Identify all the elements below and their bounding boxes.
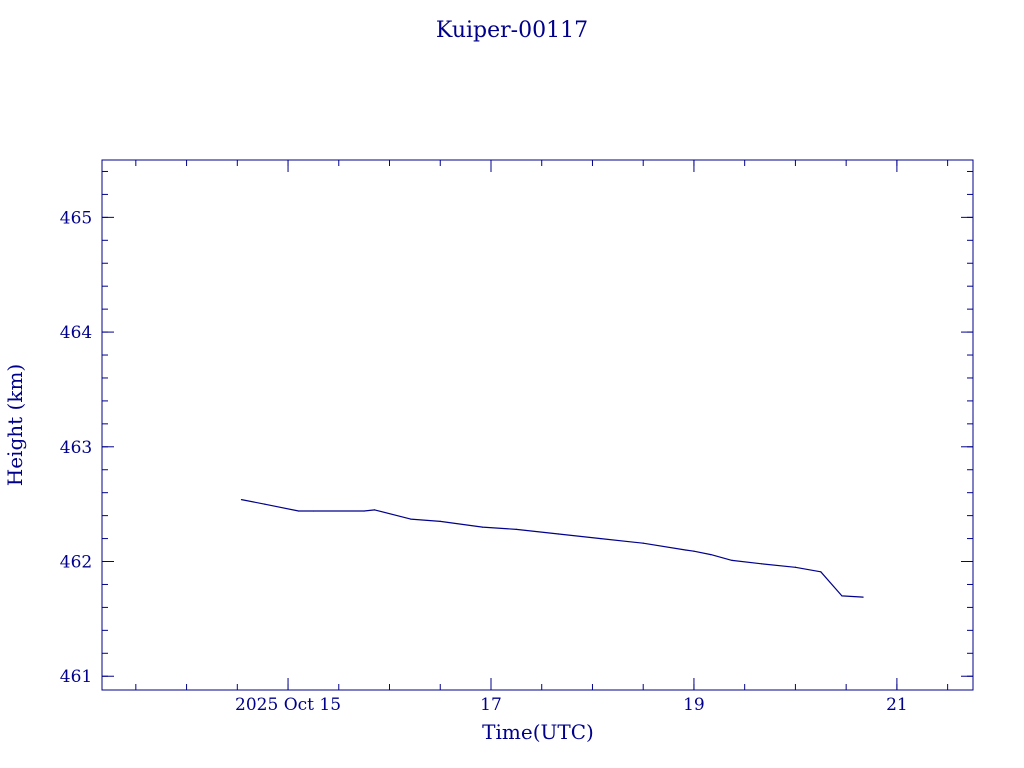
series-point <box>600 537 602 540</box>
x-tick-label: 19 <box>683 695 705 715</box>
y-tick-label: 462 <box>60 553 92 573</box>
x-tick-labels: 2025 Oct 15 17 19 21 <box>235 695 908 715</box>
series-point <box>298 510 300 512</box>
series-point <box>240 498 243 501</box>
height-series-points <box>240 498 864 598</box>
series-point <box>820 571 822 573</box>
x-tick-label: 2025 Oct 15 <box>235 695 341 715</box>
series-point <box>481 526 484 528</box>
y-major-ticks <box>102 216 973 677</box>
series-point <box>794 566 797 568</box>
series-point <box>642 542 644 544</box>
series-point <box>374 509 376 511</box>
series-point <box>363 510 365 512</box>
series-point <box>760 563 763 565</box>
series-point <box>710 554 712 556</box>
x-minor-ticks <box>135 160 949 690</box>
series-point <box>515 528 517 530</box>
y-minor-ticks <box>102 170 973 677</box>
y-tick-label: 464 <box>60 323 92 343</box>
chart-title: Kuiper-00117 <box>436 18 588 43</box>
series-point <box>862 596 864 598</box>
x-axis-label: Time(UTC) <box>482 720 594 744</box>
series-point <box>841 595 843 597</box>
y-axis-label: Height (km) <box>3 364 27 486</box>
series-point <box>410 518 412 520</box>
series-point <box>731 559 733 561</box>
height-series-line <box>241 499 864 598</box>
plot-frame <box>101 159 974 691</box>
x-tick-label: 21 <box>886 695 908 715</box>
y-tick-label: 461 <box>60 667 92 687</box>
y-tick-label: 465 <box>60 208 92 228</box>
y-tick-label: 463 <box>60 438 92 458</box>
x-major-ticks <box>287 160 898 690</box>
series-point <box>684 549 687 551</box>
series-point <box>264 503 266 505</box>
series-point <box>439 520 441 522</box>
series-point <box>558 533 560 535</box>
x-tick-label: 17 <box>480 695 502 715</box>
series-point <box>312 510 315 512</box>
y-tick-labels: 461 462 463 464 465 <box>60 208 92 687</box>
series-point <box>693 550 695 552</box>
